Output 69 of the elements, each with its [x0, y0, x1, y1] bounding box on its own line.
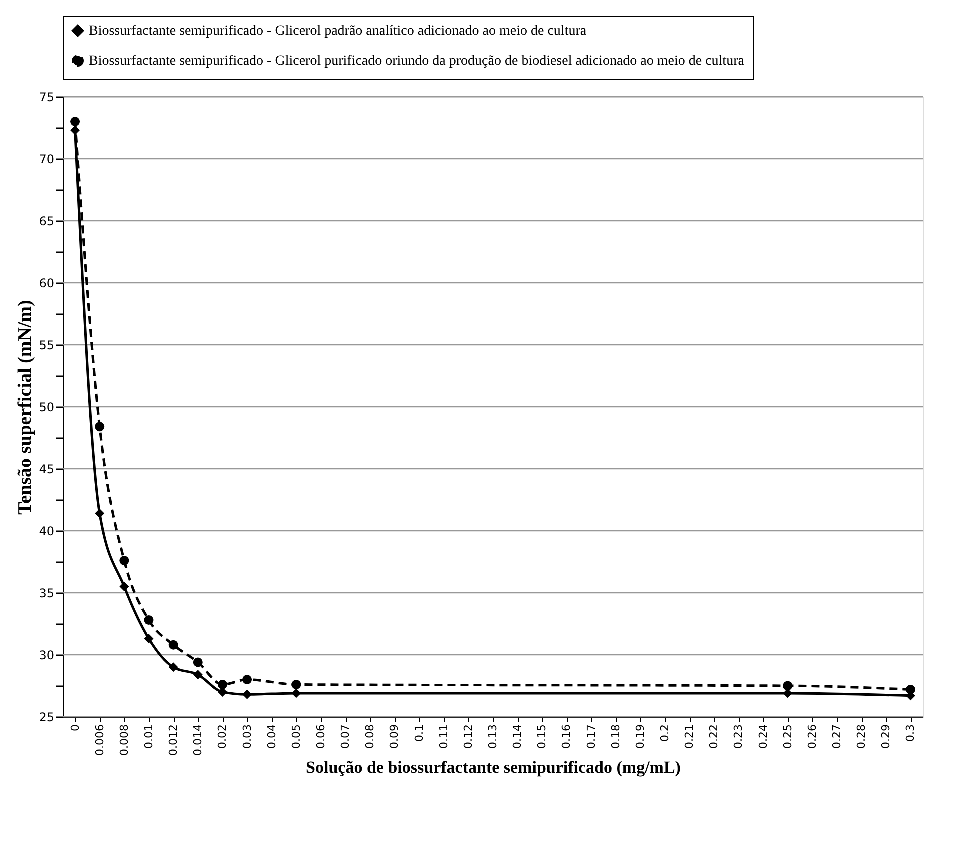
x-axis-title: Solução de biossurfactante semipurificado (mg/mL) [306, 758, 681, 777]
point [193, 670, 203, 680]
x-tick-label: 0.1 [412, 724, 426, 742]
x-tick-label: 0.08 [364, 724, 377, 749]
y-tick-label: 35 [39, 586, 54, 600]
y-tick-label: 65 [39, 214, 54, 228]
point [144, 634, 154, 644]
x-tick-label: 0.26 [806, 724, 819, 749]
y-tick-label: 75 [39, 90, 54, 104]
point [144, 616, 154, 626]
x-tick-label: 0.13 [486, 724, 500, 749]
x-tick-label: 0.15 [536, 724, 549, 749]
point [70, 117, 80, 127]
x-tick-label: 0.01 [142, 724, 156, 749]
point [242, 675, 252, 685]
x-tick-label: 0.21 [683, 724, 696, 749]
y-tick-label: 55 [39, 338, 54, 352]
x-tick-label: 0.3 [904, 724, 918, 742]
point [193, 658, 203, 668]
point [906, 684, 916, 694]
x-tick-label: 0.14 [511, 724, 524, 749]
point [168, 662, 178, 672]
x-tick-label: 0.28 [855, 724, 868, 749]
point [292, 680, 302, 690]
x-tick-label: 0.012 [167, 724, 180, 756]
x-tick-label: 0.04 [265, 724, 278, 749]
x-tick-label: 0 [68, 724, 82, 732]
x-tick-label: 0.014 [192, 724, 205, 756]
point [95, 508, 105, 518]
x-tick-label: 0.05 [290, 724, 303, 749]
x-tick-label: 0.09 [388, 724, 402, 749]
x-tick-label: 0.06 [314, 724, 328, 749]
point [218, 680, 228, 690]
y-tick-label: 30 [39, 648, 54, 662]
point [783, 681, 793, 691]
x-tick-label: 0.23 [732, 724, 746, 749]
legend-label: Biossurfactante semipurificado - Glicerol padrão analítico adicionado ao meio de cultura [89, 24, 588, 39]
x-tick-label: 0.19 [634, 724, 647, 749]
y-tick-label: 60 [39, 276, 54, 290]
x-tick-label: 0.24 [756, 724, 770, 749]
point [242, 690, 252, 700]
x-tick-label: 0.07 [339, 724, 352, 749]
x-tick-label: 0.27 [830, 724, 844, 749]
point [70, 126, 80, 136]
x-tick-label: 0.11 [437, 724, 450, 749]
point [292, 688, 302, 698]
x-tick-label: 0.2 [658, 724, 672, 742]
y-tick-label: 70 [39, 152, 54, 166]
x-tick-label: 0.03 [240, 724, 254, 749]
point [168, 640, 178, 650]
y-tick-label: 25 [39, 710, 54, 724]
y-axis-title: Tensão superficial (mN/m) [15, 300, 36, 515]
x-tick-label: 0.12 [462, 724, 475, 749]
x-tick-label: 0.02 [216, 724, 230, 749]
x-tick-label: 0.22 [708, 724, 721, 749]
x-tick-label: 0.008 [118, 724, 131, 756]
x-tick-label: 0.18 [609, 724, 622, 749]
x-tick-label: 0.25 [781, 724, 794, 749]
x-tick-label: 0.16 [560, 724, 574, 749]
y-tick-label: 45 [39, 462, 54, 476]
point [120, 556, 130, 566]
legend-label: Biossurfactante semipurificado - Glicerol purificado oriundo da produção de biodiesel adicionado ao meio de cultura [89, 54, 746, 69]
y-tick-label: 40 [39, 524, 54, 538]
x-tick-label: 0.29 [880, 724, 893, 749]
point [120, 582, 130, 592]
x-tick-label: 0.17 [584, 724, 598, 749]
y-tick-label: 50 [39, 400, 54, 414]
x-tick-label: 0.006 [93, 724, 106, 756]
point [95, 422, 105, 432]
